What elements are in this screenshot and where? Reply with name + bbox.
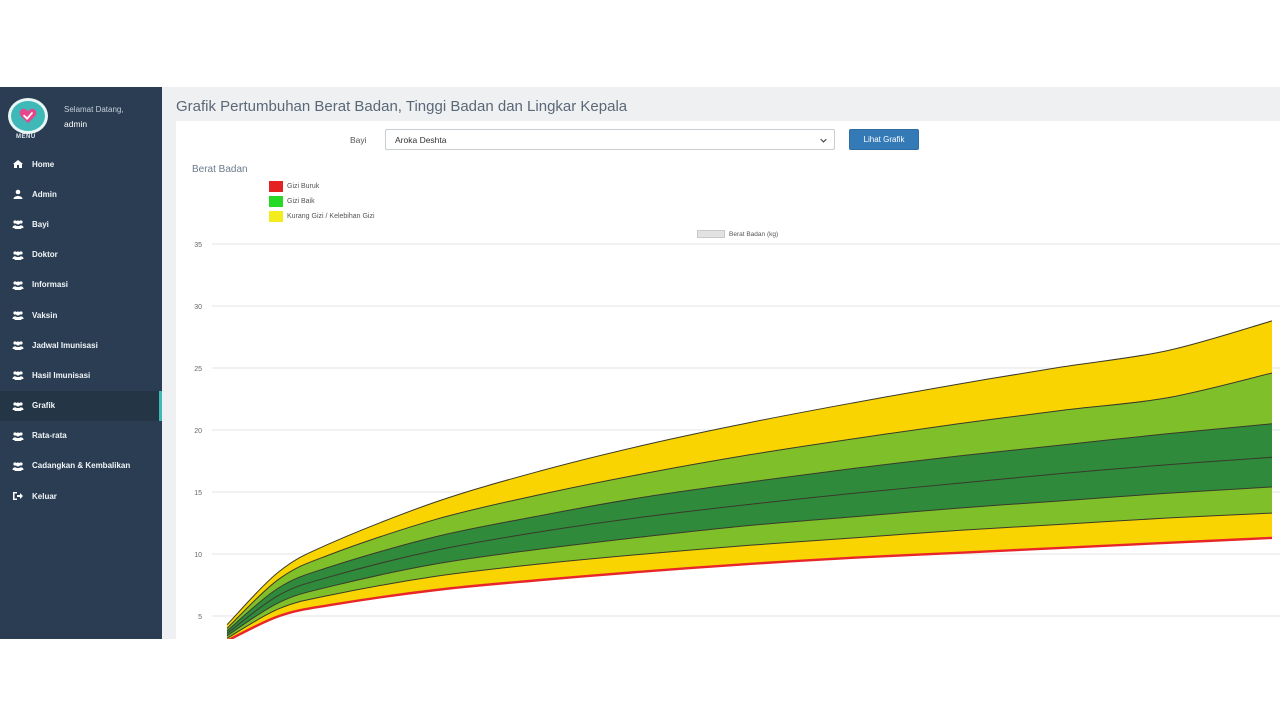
chart-band: [227, 513, 1272, 639]
y-tick-label: 20: [194, 428, 202, 435]
growth-chart: 5 10 15 20 25 30 35: [194, 242, 1280, 639]
sidebar-item-label: Vaksin: [32, 310, 58, 320]
user-icon: [13, 189, 23, 200]
series-line[interactable]: [226, 486, 1273, 637]
sidebar-item-label: Admin: [32, 189, 57, 199]
y-tick-label: 30: [194, 304, 202, 311]
series-legend-swatch: [697, 230, 725, 238]
sidebar-item-rata-rata[interactable]: Rata-rata: [0, 421, 162, 451]
legend-swatch: [269, 210, 283, 222]
legend-item-gizi-baik[interactable]: Gizi Baik: [269, 195, 315, 207]
sidebar-item-label: Rata-rata: [32, 431, 67, 441]
series-line[interactable]: [226, 423, 1273, 632]
series-line[interactable]: [227, 536, 1273, 639]
users-icon: [12, 220, 24, 230]
legend-swatch: [269, 180, 283, 192]
bayi-select-value: Aroka Deshta: [395, 135, 447, 145]
page-title: Grafik Pertumbuhan Berat Badan, Tinggi B…: [176, 98, 628, 115]
y-tick-label: 10: [194, 552, 202, 559]
app-window: MENU Selamat Datang, admin Home Admin Bayi…: [0, 87, 1280, 639]
legend-label: Gizi Baik: [287, 197, 315, 205]
series-line[interactable]: [226, 456, 1273, 634]
sidebar-item-label: Keluar: [32, 491, 57, 501]
sidebar-item-admin[interactable]: Admin: [0, 179, 162, 209]
legend-swatch: [269, 195, 283, 207]
chart-band: [227, 457, 1272, 636]
sidebar-item-label: Grafik: [32, 401, 56, 411]
sign-out-icon: [13, 492, 23, 501]
chevron-down-icon: [820, 138, 827, 143]
users-icon: [12, 311, 24, 321]
series-line[interactable]: [226, 372, 1273, 629]
legend-item-gizi-buruk[interactable]: Gizi Buruk: [269, 180, 319, 192]
legend-label: Kurang Gizi / Kelebihan Gizi: [287, 212, 375, 220]
y-tick-label: 35: [194, 242, 202, 249]
series-legend[interactable]: Berat Badan (kg): [697, 230, 778, 238]
chart-title: Berat Badan: [192, 164, 248, 175]
legend-item-kurang-gizi[interactable]: Kurang Gizi / Kelebihan Gizi: [269, 210, 375, 222]
username: admin: [64, 119, 88, 129]
users-icon: [12, 371, 24, 381]
menu-label: MENU: [16, 134, 36, 140]
sidebar-item-label: Home: [32, 159, 55, 169]
users-icon: [12, 432, 24, 441]
y-tick-label: 25: [194, 366, 202, 373]
sidebar: MENU Selamat Datang, admin Home Admin Bayi…: [0, 87, 162, 639]
users-icon: [12, 401, 24, 411]
sidebar-item-label: Informasi: [32, 280, 69, 290]
chart-band: [227, 373, 1272, 631]
app-logo[interactable]: [8, 98, 48, 134]
series-legend-label: Berat Badan (kg): [729, 230, 779, 238]
y-tick-label: 15: [194, 490, 202, 497]
welcome-text: Selamat Datang,: [64, 105, 124, 114]
sidebar-item-cadangkan-kembalikan[interactable]: Cadangkan & Kembalikan: [0, 451, 162, 481]
chart-band: [227, 487, 1272, 639]
sidebar-item-label: Bayi: [32, 219, 49, 229]
sidebar-item-doktor[interactable]: Doktor: [0, 240, 162, 270]
users-icon: [12, 281, 24, 290]
users-icon: [12, 251, 24, 260]
sidebar-item-label: Jadwal Imunisasi: [32, 340, 98, 350]
sidebar-item-bayi[interactable]: Bayi: [0, 209, 162, 239]
sidebar-item-jadwal-imunisasi[interactable]: Jadwal Imunisasi: [0, 330, 162, 360]
chart-band: [227, 320, 1272, 629]
y-tick-label: 5: [198, 614, 202, 621]
sidebar-item-hasil-imunisasi[interactable]: Hasil Imunisasi: [0, 360, 162, 390]
sidebar-item-home[interactable]: Home: [0, 149, 162, 179]
sidebar-profile: MENU Selamat Datang, admin: [0, 87, 162, 149]
sidebar-item-grafik[interactable]: Grafik: [0, 390, 162, 421]
heart-icon: [19, 108, 37, 124]
sidebar-item-label: Hasil Imunisasi: [32, 370, 91, 380]
bayi-label: Bayi: [350, 135, 367, 145]
users-icon: [12, 341, 24, 351]
sidebar-item-vaksin[interactable]: Vaksin: [0, 300, 162, 330]
home-icon: [13, 160, 23, 169]
series-line[interactable]: [226, 320, 1273, 626]
sidebar-nav: Home Admin Bayi Doktor Informasi Vaksin Jadwal…: [0, 149, 162, 511]
users-icon: [12, 462, 24, 471]
bayi-select[interactable]: Aroka Deshta: [385, 129, 835, 150]
sidebar-item-informasi[interactable]: Informasi: [0, 270, 162, 300]
legend-label: Gizi Buruk: [287, 182, 320, 190]
chart-band: [227, 423, 1272, 634]
sidebar-item-keluar[interactable]: Keluar: [0, 481, 162, 511]
lihat-grafik-button[interactable]: Lihat Grafik: [849, 129, 919, 150]
series-line[interactable]: [226, 512, 1273, 639]
sidebar-item-label: Cadangkan & Kembalikan: [32, 461, 131, 471]
sidebar-item-label: Doktor: [32, 250, 58, 260]
